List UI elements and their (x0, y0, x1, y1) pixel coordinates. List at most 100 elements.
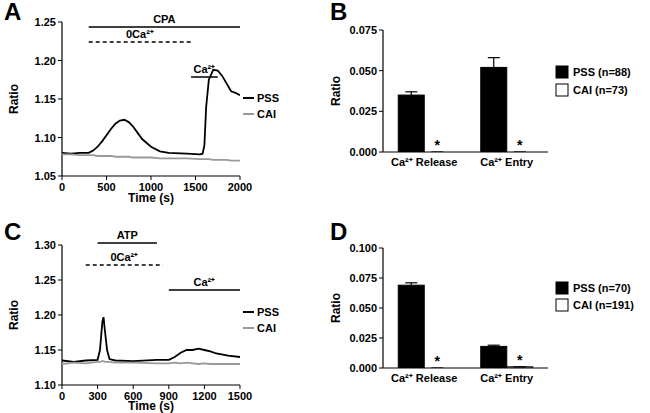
x-tick (62, 176, 63, 180)
legend-swatch (243, 97, 254, 99)
x-tick (204, 385, 205, 389)
y-tick-label: 1.10 (35, 379, 56, 391)
y-tick-label: 1.05 (35, 170, 56, 182)
legend-swatch (556, 84, 568, 96)
error-cap (405, 282, 417, 283)
x-tick (240, 385, 241, 389)
y-axis (382, 30, 383, 152)
x-tick-label: 2000 (228, 181, 252, 193)
y-tick-label: 0.050 (349, 302, 377, 314)
x-tick (168, 385, 169, 389)
y-tick (379, 248, 383, 249)
y-tick (58, 385, 62, 386)
error-bar (405, 283, 417, 285)
x-tick (240, 176, 241, 180)
legend-label: CAI (n=73) (573, 84, 628, 96)
y-tick (379, 30, 383, 31)
series-line (62, 317, 240, 362)
legend-swatch (243, 113, 254, 115)
panel-letter: B (330, 0, 347, 25)
y-axis-label: Ratio (329, 76, 343, 106)
x-tick-label: 1200 (192, 390, 216, 402)
y-tick-label: 0.050 (349, 65, 377, 77)
panel-letter: D (330, 218, 347, 245)
annotation-bar (86, 264, 163, 266)
y-tick-label: 0.000 (349, 362, 377, 374)
x-tick (195, 176, 196, 180)
significance-marker: * (517, 352, 523, 368)
annotation-text: Ca²⁺ (194, 63, 216, 75)
legend-label: PSS (n=88) (573, 66, 631, 78)
y-tick-label: 1.30 (35, 239, 56, 251)
plot-bars (398, 283, 533, 368)
legend-label: CAI (257, 108, 276, 120)
annotation-bar (89, 41, 191, 43)
annotation-text: Ca²⁺ (194, 276, 216, 288)
legend-swatch (556, 66, 568, 78)
y-tick-label: 0.000 (349, 146, 377, 158)
legend-label: CAI (257, 322, 276, 334)
y-tick (379, 368, 383, 369)
y-tick-label: 0.025 (349, 332, 377, 344)
x-tick (97, 385, 98, 389)
series-line (62, 70, 240, 155)
category-label: Ca²⁺ Entry (480, 372, 534, 384)
error-cap (488, 57, 500, 58)
plot-lines (62, 70, 240, 161)
x-axis (62, 384, 240, 385)
significance-marker: * (435, 353, 441, 369)
y-tick-label: 0.075 (349, 272, 377, 284)
y-tick (58, 22, 62, 23)
panel-letter: A (4, 0, 21, 25)
y-tick-label: 1.25 (35, 274, 56, 286)
y-tick (58, 350, 62, 351)
y-tick-label: 1.20 (35, 55, 56, 67)
plot-lines (62, 317, 240, 364)
x-axis-label: Time (s) (128, 399, 174, 413)
annotation-bar (98, 242, 157, 244)
y-tick (58, 176, 62, 177)
x-tick-label: 500 (97, 181, 115, 193)
legend-label: PSS (257, 92, 279, 104)
legend-label: PSS (257, 306, 279, 318)
y-tick (379, 152, 383, 153)
x-axis-label: Time (s) (128, 191, 174, 205)
x-tick-label: 1500 (183, 181, 207, 193)
y-tick (58, 245, 62, 246)
plot-bars (398, 58, 526, 152)
category-label: Ca²⁺ Release (391, 156, 457, 168)
panel-3: D0.0000.0250.0500.0750.100RatioCa²⁺ Rele… (329, 218, 634, 384)
figure: A1.051.101.151.201.25Ratio05001000150020… (0, 0, 650, 413)
x-tick (133, 385, 134, 389)
y-tick (58, 137, 62, 138)
x-tick-label: 1500 (228, 390, 252, 402)
y-tick (58, 315, 62, 316)
error-bar (488, 345, 500, 346)
y-tick (379, 111, 383, 112)
y-tick-label: 1.15 (35, 93, 56, 105)
y-tick-label: 1.20 (35, 309, 56, 321)
y-tick (58, 99, 62, 100)
panel-letter: C (4, 218, 21, 245)
y-tick-label: 0.025 (349, 105, 377, 117)
x-tick-label: 300 (88, 390, 106, 402)
annotation-text: 0Ca²⁺ (110, 251, 138, 263)
y-axis-label: Ratio (329, 293, 343, 323)
error-stem (493, 58, 494, 68)
annotation-bar (191, 76, 218, 78)
y-tick-label: 1.10 (35, 132, 56, 144)
y-axis-label: Ratio (7, 300, 21, 330)
x-tick-label: 0 (59, 390, 65, 402)
panel-1: B0.0000.0250.0500.075RatioCa²⁺ ReleaseCa… (329, 0, 631, 168)
annotation-text: CPA (153, 13, 175, 25)
bar-labels: ** (435, 137, 524, 153)
legend-swatch (243, 311, 254, 313)
bar (481, 346, 507, 368)
annotation-text: ATP (117, 229, 138, 241)
legend-label: CAI (n=191) (573, 299, 634, 311)
series-line (62, 361, 240, 364)
legend-label: PSS (n=70) (573, 282, 631, 294)
x-tick (62, 385, 63, 389)
panel-0: A1.051.101.151.201.25Ratio05001000150020… (4, 0, 279, 205)
bar (481, 67, 507, 152)
